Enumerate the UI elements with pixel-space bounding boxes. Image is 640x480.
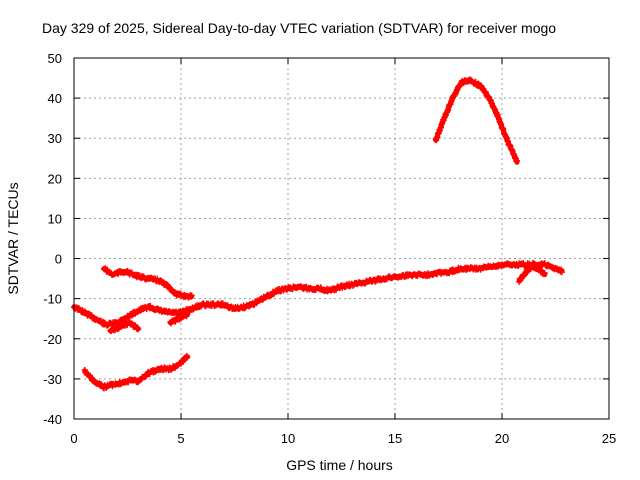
data-point-marker (188, 292, 195, 299)
x-tick-label: 10 (281, 431, 295, 446)
series-arc-d (167, 310, 191, 327)
data-point-marker (135, 326, 142, 333)
data-point-marker (541, 270, 548, 277)
x-tick-label: 15 (388, 431, 402, 446)
data-point-marker (184, 310, 191, 317)
x-tick-label: 0 (70, 431, 77, 446)
axis-ticks: 0 5 10 15 20 25 -40 -30 -20 -10 0 10 20 30 40 50 (43, 51, 616, 446)
y-tick-label: -30 (43, 372, 62, 387)
grid-lines (74, 58, 609, 419)
x-axis-label: GPS time / hours (286, 457, 393, 473)
data-point-marker (184, 354, 191, 361)
series-arc-e (81, 352, 191, 392)
series-trace (433, 77, 520, 165)
y-tick-label: 50 (48, 51, 62, 66)
series-arc-b (101, 265, 195, 301)
y-tick-label: 10 (48, 211, 62, 226)
y-tick-label: 40 (48, 91, 62, 106)
chart-title: Day 329 of 2025, Sidereal Day-to-day VTE… (42, 20, 556, 36)
y-axis-label: SDTVAR / TECUs (5, 182, 21, 294)
y-tick-label: -40 (43, 412, 62, 427)
series-trace (71, 262, 565, 328)
y-tick-label: -20 (43, 332, 62, 347)
series-arc-a (71, 260, 565, 329)
y-tick-label: 30 (48, 131, 62, 146)
series-arc-g (516, 263, 548, 285)
plot-frame (73, 57, 610, 420)
series-arc-f (432, 76, 520, 165)
data-points (71, 76, 565, 392)
series-arc-c (107, 319, 142, 335)
data-point-marker (514, 157, 520, 164)
y-tick-label: -10 (43, 292, 62, 307)
y-tick-label: 20 (48, 171, 62, 186)
x-tick-label: 20 (495, 431, 509, 446)
y-tick-label: 0 (55, 252, 62, 267)
data-point-marker (558, 269, 565, 276)
x-tick-label: 5 (177, 431, 184, 446)
x-tick-label: 25 (602, 431, 616, 446)
